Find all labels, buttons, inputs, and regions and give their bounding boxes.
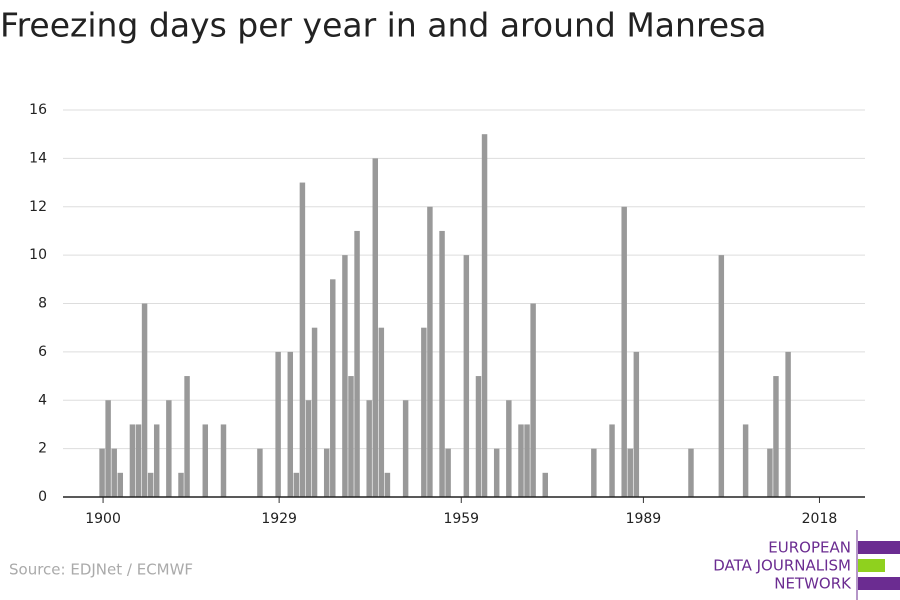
y-tick-label: 6 [38, 344, 47, 360]
bar [141, 303, 148, 497]
source: Source: EDJNet / ECMWF [9, 561, 193, 579]
bar [348, 376, 354, 497]
bar [481, 134, 488, 497]
bar [439, 230, 445, 497]
bar [178, 472, 184, 497]
bar [421, 327, 427, 497]
y-tick-label: 8 [38, 296, 47, 312]
bar [688, 448, 694, 497]
bar [117, 472, 124, 497]
bar [354, 230, 360, 497]
y-tick-label: 2 [38, 441, 47, 457]
bar [445, 448, 451, 497]
bar [785, 351, 791, 497]
bar [621, 206, 627, 497]
bar [609, 424, 615, 497]
x-tick-label: 1900 [85, 511, 121, 527]
bar [287, 351, 294, 497]
logo-text: DATA JOURNALISM [713, 557, 851, 575]
bar [166, 400, 172, 497]
y-tick-label: 4 [38, 392, 47, 408]
bar [111, 448, 117, 497]
bar [627, 448, 633, 497]
bar [275, 351, 281, 497]
bar [767, 448, 773, 497]
logo-bar [858, 541, 900, 554]
logo-bar [858, 577, 900, 590]
bar [773, 376, 779, 497]
bar [475, 376, 482, 497]
bar [591, 448, 597, 497]
y-tick-label: 10 [29, 247, 47, 263]
bar [330, 279, 336, 497]
x-tick-label: 2018 [802, 511, 838, 527]
bar [342, 255, 348, 497]
bar [402, 400, 409, 497]
y-tick-label: 16 [29, 102, 47, 118]
bar [147, 472, 154, 497]
bar [153, 424, 160, 497]
logo-text: EUROPEAN [768, 539, 851, 557]
bar [184, 376, 190, 497]
bar [506, 400, 512, 497]
logo: EUROPEAN DATA JOURNALISM NETWORK [713, 530, 900, 600]
bar [378, 327, 385, 497]
bar [135, 424, 142, 497]
bar [311, 327, 318, 497]
bar [257, 448, 263, 497]
bar [633, 351, 640, 497]
y-tick-label: 14 [29, 150, 47, 166]
bar [293, 472, 300, 497]
bar [202, 424, 209, 497]
bar [384, 472, 391, 497]
x-tick-label: 1959 [443, 511, 479, 527]
bar [463, 255, 470, 497]
bar [129, 424, 136, 497]
logo-text: NETWORK [774, 575, 852, 593]
bar [299, 182, 306, 497]
y-tick-label: 12 [29, 199, 47, 215]
bar [493, 448, 500, 497]
bar [518, 424, 524, 497]
bar [105, 400, 111, 497]
bar [542, 472, 548, 497]
bar [742, 424, 749, 497]
chart-title: Freezing days per year in and around Man… [0, 6, 767, 45]
bar [99, 448, 105, 497]
y-tick-label: 0 [38, 489, 47, 505]
x-tick-label: 1989 [626, 511, 662, 527]
bar [220, 424, 227, 497]
bar [427, 206, 433, 497]
bar [718, 255, 725, 497]
bar [366, 400, 372, 497]
bar [305, 400, 312, 497]
bar [323, 448, 330, 497]
bar [524, 424, 530, 497]
x-tick-label: 1929 [261, 511, 297, 527]
logo-bar [858, 559, 885, 572]
bar [372, 158, 379, 497]
bar [530, 303, 536, 497]
